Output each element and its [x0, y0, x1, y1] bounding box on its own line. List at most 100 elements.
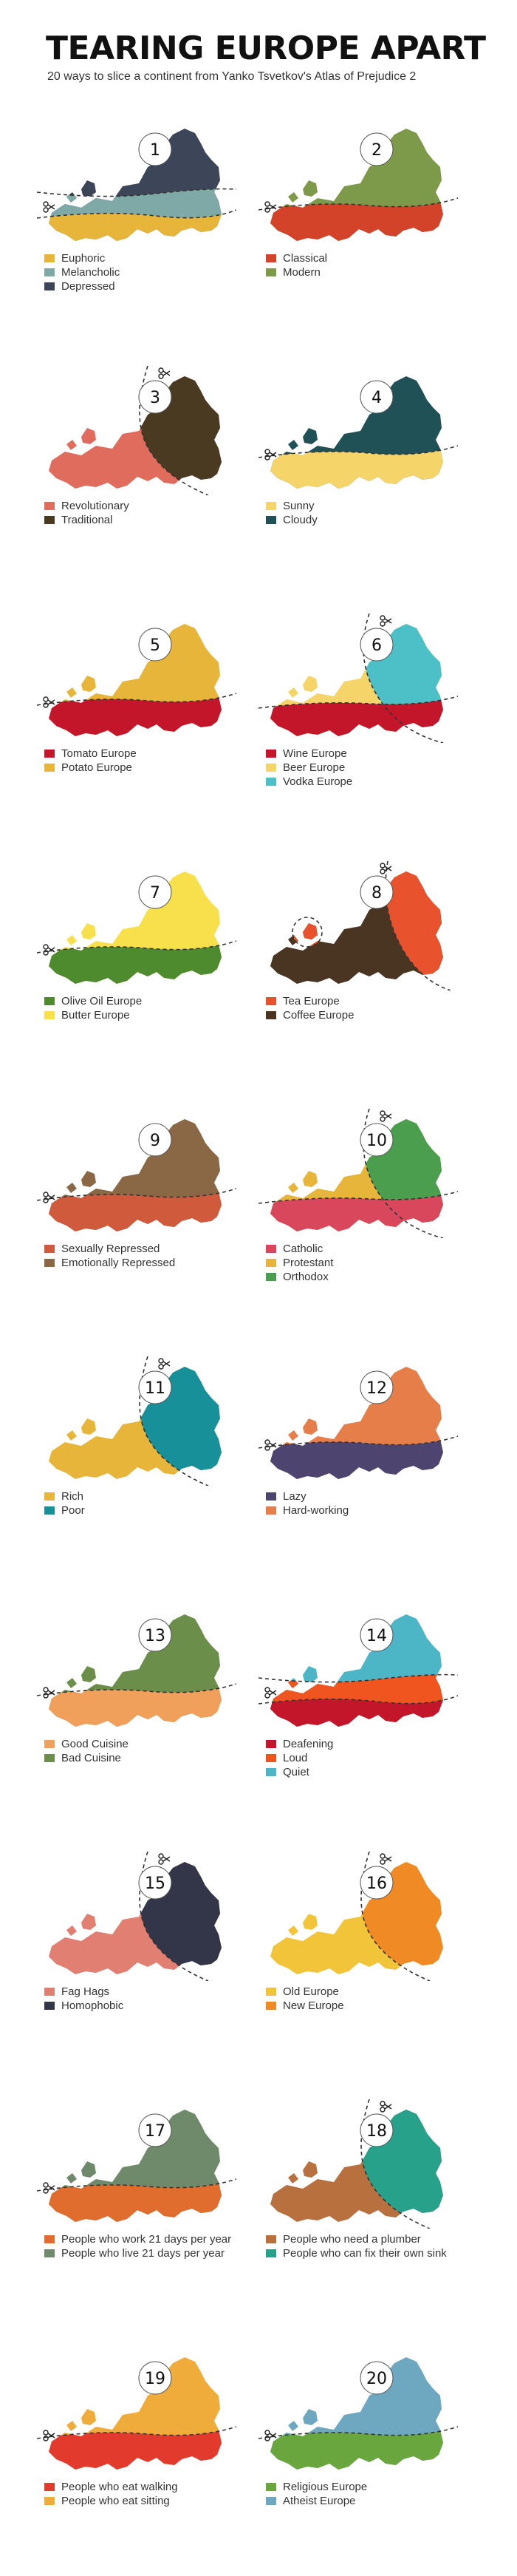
map-number-badge: 7	[138, 875, 172, 909]
legend-label: Melancholic	[61, 266, 120, 279]
map-number-badge: 10	[360, 1123, 394, 1157]
map-number-badge: 9	[138, 1123, 172, 1157]
legend-item: Sexually Repressed	[44, 1242, 175, 1256]
europe-map-4: 4	[258, 376, 458, 489]
legend-label: Lazy	[283, 1490, 307, 1503]
scissors-icon	[158, 1853, 171, 1865]
legend-swatch	[44, 2483, 55, 2491]
legend-item: New Europe	[266, 1999, 344, 2013]
legend-item: Traditional	[44, 513, 129, 527]
map-number: 7	[150, 884, 160, 903]
scissors-icon	[158, 1358, 171, 1370]
legend-label: People who eat walking	[61, 2481, 178, 2493]
map-number: 9	[150, 1132, 160, 1150]
legend-item: Melancholic	[44, 265, 120, 279]
map-number: 19	[145, 2370, 165, 2388]
scissors-icon	[380, 1110, 392, 1122]
legend: Deafening Loud Quiet	[266, 1737, 333, 1779]
legend-item: Catholic	[266, 1242, 333, 1256]
legend-item: People who live 21 days per year	[44, 2246, 231, 2260]
legend-label: People who can fix their own sink	[283, 2247, 447, 2260]
legend-swatch	[266, 2497, 276, 2505]
cut-line	[258, 696, 458, 709]
europe-map-9: 9	[37, 1119, 236, 1231]
legend-item: People who eat walking	[44, 2480, 178, 2494]
legend-label: Quiet	[283, 1766, 309, 1778]
legend-label: Fag Hags	[61, 1985, 110, 1998]
legend: People who eat walking People who eat sit…	[44, 2480, 178, 2508]
legend-swatch	[266, 502, 276, 510]
legend-item: People who work 21 days per year	[44, 2232, 231, 2246]
legend-item: Wine Europe	[266, 747, 352, 761]
legend: Religious Europe Atheist Europe	[266, 2480, 367, 2508]
europe-map-14: 14	[258, 1614, 458, 1727]
map-number: 3	[150, 389, 160, 407]
legend-label: Beer Europe	[283, 761, 346, 774]
legend-swatch	[44, 1011, 55, 1019]
map-number: 6	[372, 636, 382, 655]
legend-label: Cloudy	[283, 514, 318, 526]
map-panel-3: 3 Revolutionary Traditional	[37, 366, 229, 595]
legend-swatch	[266, 254, 276, 262]
map-number-badge: 8	[360, 875, 394, 909]
europe-map-3: 3	[49, 366, 222, 495]
cut-line	[258, 197, 458, 211]
cut-line	[37, 2426, 236, 2439]
cut-line	[258, 2426, 458, 2439]
page-title: TEARING EUROPE APART	[46, 30, 486, 67]
legend-swatch	[44, 282, 55, 290]
legend-label: Homophobic	[61, 1999, 124, 2012]
legend-swatch	[266, 1506, 276, 1515]
legend-item: Euphoric	[44, 251, 120, 265]
map-panel-12: 12 Lazy Hard-working	[258, 1356, 458, 1586]
legend-label: Poor	[61, 1504, 85, 1517]
legend-swatch	[44, 2235, 55, 2243]
legend-swatch	[266, 1273, 276, 1281]
map-number-badge: 16	[360, 1866, 394, 1900]
legend-item: Protestant	[266, 1256, 333, 1270]
europe-map-7: 7	[37, 871, 236, 984]
legend-swatch	[266, 2483, 276, 2491]
legend-swatch	[44, 502, 55, 510]
map-number: 8	[372, 884, 382, 903]
legend-label: Sexually Repressed	[61, 1243, 160, 1255]
scissors-icon	[43, 944, 55, 956]
map-number: 17	[145, 2122, 165, 2141]
legend: Sexually Repressed Emotionally Repressed	[44, 1242, 175, 1270]
europe-map-8: 8	[270, 861, 451, 990]
map-panel-1: 1 Euphoric Melancholic Depressed	[37, 118, 236, 347]
legend-label: Good Cuisine	[61, 1738, 129, 1750]
cut-line	[258, 1695, 458, 1705]
cut-line	[258, 1191, 458, 1204]
scissors-icon	[158, 367, 171, 379]
legend-swatch	[266, 1988, 276, 1996]
map-number-badge: 6	[360, 628, 394, 662]
map-panel-15: 15 Fag Hags Homophobic	[37, 1852, 229, 2081]
legend-item: Homophobic	[44, 1999, 123, 2013]
cut-line	[37, 2178, 236, 2192]
europe-map-11: 11	[49, 1356, 222, 1486]
map-panel-2: 2 Classical Modern	[258, 118, 458, 347]
legend-item: Poor	[44, 1503, 85, 1518]
europe-map-6: 6	[258, 614, 458, 743]
legend-item: People who eat sitting	[44, 2494, 178, 2508]
legend-swatch	[266, 1259, 276, 1267]
map-number: 14	[366, 1627, 387, 1645]
legend-item: Coffee Europe	[266, 1008, 354, 1022]
europe-map-19: 19	[37, 2357, 236, 2470]
legend-swatch	[44, 997, 55, 1005]
legend-item: Cloudy	[266, 513, 318, 527]
legend-item: Beer Europe	[266, 761, 352, 775]
legend-item: Bad Cuisine	[44, 1751, 129, 1765]
legend: Classical Modern	[266, 251, 327, 279]
legend-swatch	[266, 1245, 276, 1253]
legend-item: Hard-working	[266, 1503, 349, 1518]
legend: Catholic Protestant Orthodox	[266, 1242, 333, 1284]
scissors-icon	[43, 2430, 55, 2441]
legend: People who need a plumber People who can …	[266, 2232, 447, 2260]
legend: Wine Europe Beer Europe Vodka Europe	[266, 747, 352, 789]
scissors-icon	[264, 201, 277, 213]
map-panel-4: 4 Sunny Cloudy	[258, 366, 458, 595]
europe-map-1: 1	[37, 129, 236, 241]
legend-item: People who can fix their own sink	[266, 2246, 447, 2260]
